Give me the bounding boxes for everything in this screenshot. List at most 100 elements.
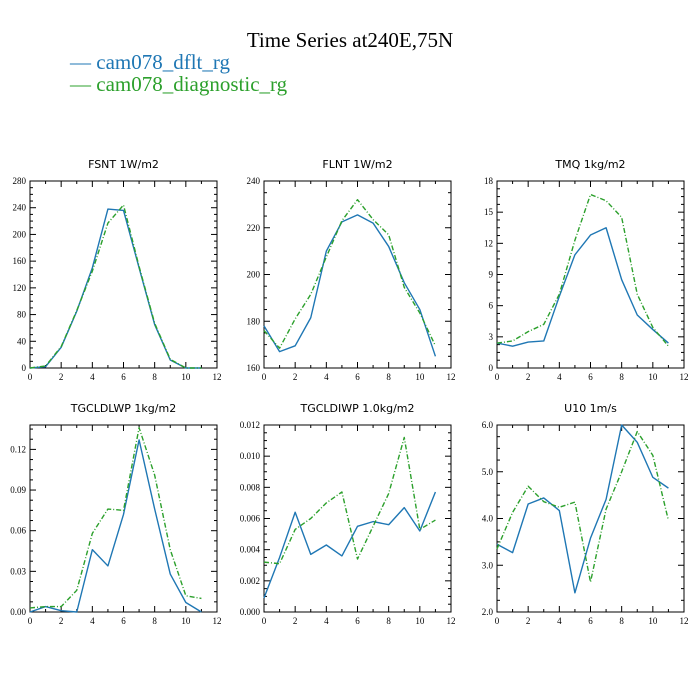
chart-title: FLNT 1W/m2: [322, 158, 392, 171]
x-tick-label: 12: [680, 372, 689, 382]
figure-title: Time Series at240E,75N: [246, 28, 454, 52]
x-tick-label: 6: [121, 372, 126, 382]
series-diagnostic-line: [496, 193, 669, 347]
y-tick-label: 120: [13, 283, 27, 293]
y-tick-label: 2.0: [482, 607, 494, 617]
chart-title: TGCLDLWP 1kg/m2: [70, 402, 176, 415]
y-tick-label: 0: [22, 363, 27, 373]
y-tick-label: 4.0: [482, 514, 494, 524]
x-tick-label: 6: [588, 372, 593, 382]
x-tick-label: 4: [90, 616, 95, 626]
x-tick-label: 12: [447, 372, 456, 382]
y-tick-label: 9: [489, 270, 494, 280]
x-tick-label: 2: [59, 616, 64, 626]
y-tick-label: 0.00: [10, 607, 26, 617]
x-tick-label: 4: [324, 616, 329, 626]
x-tick-label: 2: [526, 372, 531, 382]
chart-title: TMQ 1kg/m2: [554, 158, 625, 171]
chart-panel-2: TMQ 1kg/m2 0 2 4 6 8 10 12 0 3 6 9 12 15 18: [484, 158, 689, 382]
x-tick-label: 0: [262, 616, 267, 626]
y-tick-label: 240: [247, 176, 261, 186]
y-tick-label: 160: [247, 363, 261, 373]
x-tick-label: 8: [152, 616, 157, 626]
y-tick-label: 6: [489, 301, 494, 311]
x-tick-label: 12: [213, 616, 222, 626]
chart-panel-5: U10 1m/s 0 2 4 6 8 10 12 2.0 3.0 4.0 5.0 6.0: [482, 402, 689, 626]
y-tick-label: 3: [489, 332, 494, 342]
x-tick-label: 0: [28, 372, 33, 382]
y-tick-label: 80: [17, 310, 27, 320]
y-tick-label: 6.0: [482, 420, 494, 430]
plot-frame: [496, 424, 685, 613]
x-tick-label: 0: [495, 372, 500, 382]
x-tick-label: 10: [415, 372, 425, 382]
x-tick-label: 0: [28, 616, 33, 626]
series-dflt-line: [29, 208, 202, 369]
x-tick-label: 10: [415, 616, 425, 626]
plot-frame: [263, 424, 452, 613]
legend-entry-diagnostic: — cam078_diagnostic_rg: [70, 72, 288, 96]
y-tick-label: 220: [247, 223, 261, 233]
series-diagnostic-line: [29, 204, 202, 369]
y-tick-label: 200: [13, 229, 27, 239]
x-tick-label: 10: [181, 616, 191, 626]
x-tick-label: 2: [293, 616, 298, 626]
x-tick-label: 8: [619, 372, 624, 382]
y-tick-label: 5.0: [482, 467, 494, 477]
x-tick-label: 12: [680, 616, 689, 626]
y-tick-label: 0.09: [10, 485, 26, 495]
legend-entry-dflt: — cam078_dflt_rg: [70, 50, 231, 74]
plot-frame: [29, 424, 218, 613]
x-tick-label: 4: [557, 616, 562, 626]
x-tick-label: 0: [495, 616, 500, 626]
series-dflt-line: [263, 214, 437, 357]
y-tick-label: 40: [17, 336, 27, 346]
x-tick-label: 2: [293, 372, 298, 382]
x-tick-label: 6: [355, 372, 360, 382]
x-tick-label: 2: [526, 616, 531, 626]
y-tick-label: 180: [247, 316, 261, 326]
x-tick-label: 6: [588, 616, 593, 626]
y-tick-label: 0: [489, 363, 494, 373]
chart-panel-3: TGCLDLWP 1kg/m2 0 2 4 6 8 10 12 0.00 0.03 0.06 0.09…: [10, 402, 221, 626]
plot-frame: [29, 180, 218, 369]
chart-title: TGCLDIWP 1.0kg/m2: [299, 402, 414, 415]
series-dflt-line: [263, 491, 437, 599]
y-tick-label: 15: [484, 207, 494, 217]
series-dflt-line: [496, 424, 669, 594]
x-tick-label: 4: [557, 372, 562, 382]
x-tick-label: 8: [619, 616, 624, 626]
x-tick-label: 12: [447, 616, 456, 626]
y-tick-label: 0.03: [10, 566, 26, 576]
y-tick-label: 12: [484, 238, 493, 248]
y-tick-label: 0.12: [10, 444, 26, 454]
x-tick-label: 0: [262, 372, 267, 382]
y-tick-label: 0.004: [240, 545, 261, 555]
y-tick-label: 0.006: [240, 514, 261, 524]
x-tick-label: 10: [648, 616, 658, 626]
x-tick-label: 8: [386, 372, 391, 382]
chart-panel-4: TGCLDIWP 1.0kg/m2 0 2 4 6 8 10 12 0.000 0.002 0.00…: [240, 402, 456, 626]
x-tick-label: 8: [386, 616, 391, 626]
y-tick-label: 0.010: [240, 451, 261, 461]
x-tick-label: 2: [59, 372, 64, 382]
chart-title: U10 1m/s: [564, 402, 617, 415]
plot-frame: [496, 180, 685, 369]
x-tick-label: 8: [152, 372, 157, 382]
plot-frame: [263, 180, 452, 369]
series-dflt-line: [29, 439, 202, 613]
y-tick-label: 160: [13, 256, 27, 266]
y-tick-label: 200: [247, 270, 261, 280]
series-diagnostic-line: [263, 198, 437, 349]
y-tick-label: 240: [13, 203, 27, 213]
chart-panel-1: FLNT 1W/m2 0 2 4 6 8 10 12 160 180 200 220 240: [247, 158, 456, 382]
series-diagnostic-line: [29, 427, 202, 609]
series-diagnostic-line: [263, 436, 436, 565]
y-tick-label: 280: [13, 176, 27, 186]
y-tick-label: 0.06: [10, 526, 26, 536]
series-dflt-line: [496, 227, 669, 347]
chart-title: FSNT 1W/m2: [88, 158, 159, 171]
